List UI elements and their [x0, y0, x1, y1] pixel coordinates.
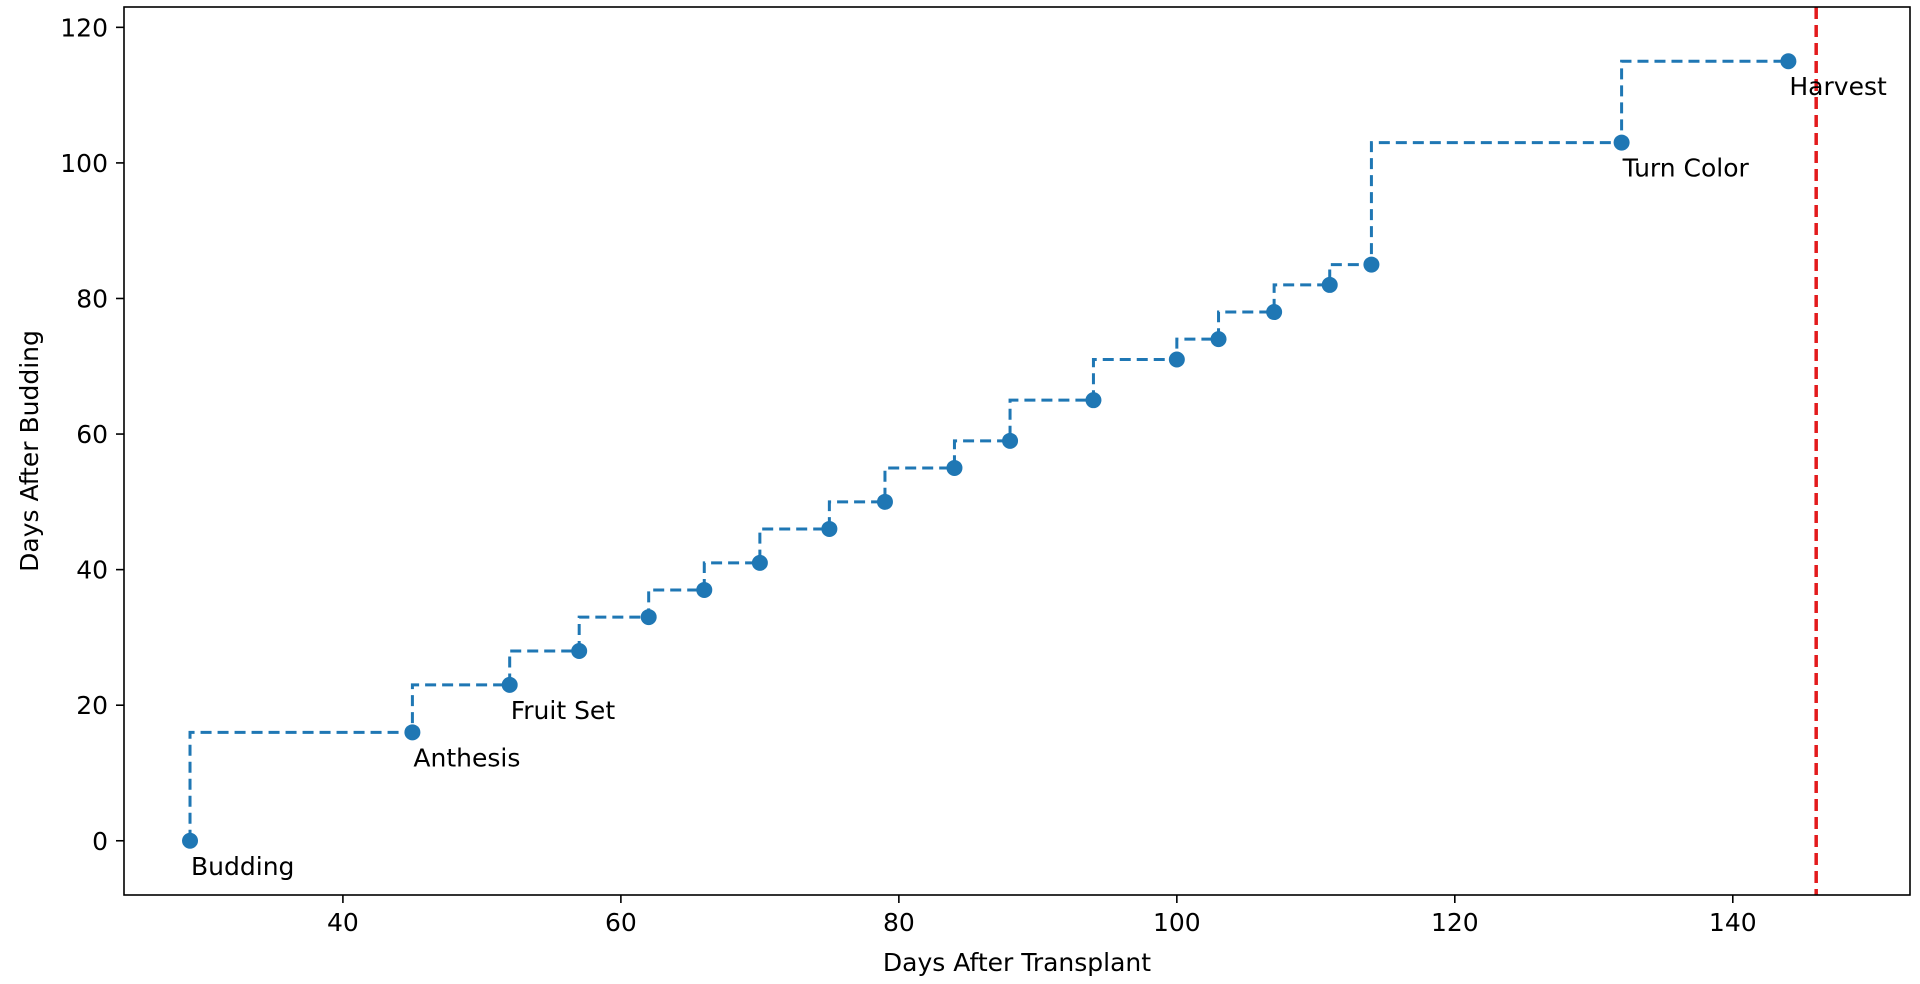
x-axis: 40 60 80 100 120 140: [327, 895, 1757, 937]
stage-annotation: Anthesis: [413, 743, 520, 772]
y-tick-label: 0: [92, 827, 108, 856]
y-tick-label: 80: [76, 284, 108, 313]
data-point: [876, 493, 893, 510]
x-axis-label: Days After Transplant: [883, 948, 1151, 977]
x-tick-label: 60: [605, 908, 637, 937]
data-point: [182, 832, 199, 849]
x-tick-label: 140: [1709, 908, 1757, 937]
data-point: [821, 520, 838, 537]
y-tick-label: 120: [60, 13, 108, 42]
x-tick-label: 40: [327, 908, 359, 937]
y-tick-label: 40: [76, 556, 108, 585]
x-tick-label: 120: [1431, 908, 1479, 937]
stage-annotation: Fruit Set: [511, 696, 616, 725]
series-line: [188, 59, 1789, 841]
y-tick-label: 60: [76, 420, 108, 449]
stage-annotation: Budding: [191, 852, 294, 881]
data-point: [640, 609, 657, 626]
data-point: [1085, 392, 1102, 409]
y-tick-label: 100: [60, 149, 108, 178]
data-point: [1266, 304, 1283, 321]
data-point: [1002, 432, 1019, 449]
x-tick-label: 100: [1153, 908, 1201, 937]
data-point: [751, 554, 768, 571]
data-point: [696, 581, 713, 598]
plot-frame: [123, 6, 1911, 896]
y-axis: 0 20 40 60 80 100 120: [60, 13, 124, 856]
x-tick-label: 80: [883, 908, 915, 937]
data-point: [1613, 134, 1630, 151]
data-point: [1168, 351, 1185, 368]
plot-area: Budding Anthesis Fruit Set Turn Color Harves…: [182, 7, 1887, 895]
stage-annotation: Turn Color: [1622, 154, 1750, 183]
y-tick-label: 20: [76, 691, 108, 720]
data-point: [404, 724, 421, 741]
data-point: [1321, 276, 1338, 293]
data-point: [1780, 53, 1797, 70]
data-point: [1210, 331, 1227, 348]
data-point: [571, 642, 588, 659]
data-point: [1363, 256, 1380, 273]
data-point: [501, 676, 518, 693]
data-point: [946, 459, 963, 476]
y-axis-label: Days After Budding: [15, 330, 44, 572]
stage-annotation: Harvest: [1789, 72, 1887, 101]
